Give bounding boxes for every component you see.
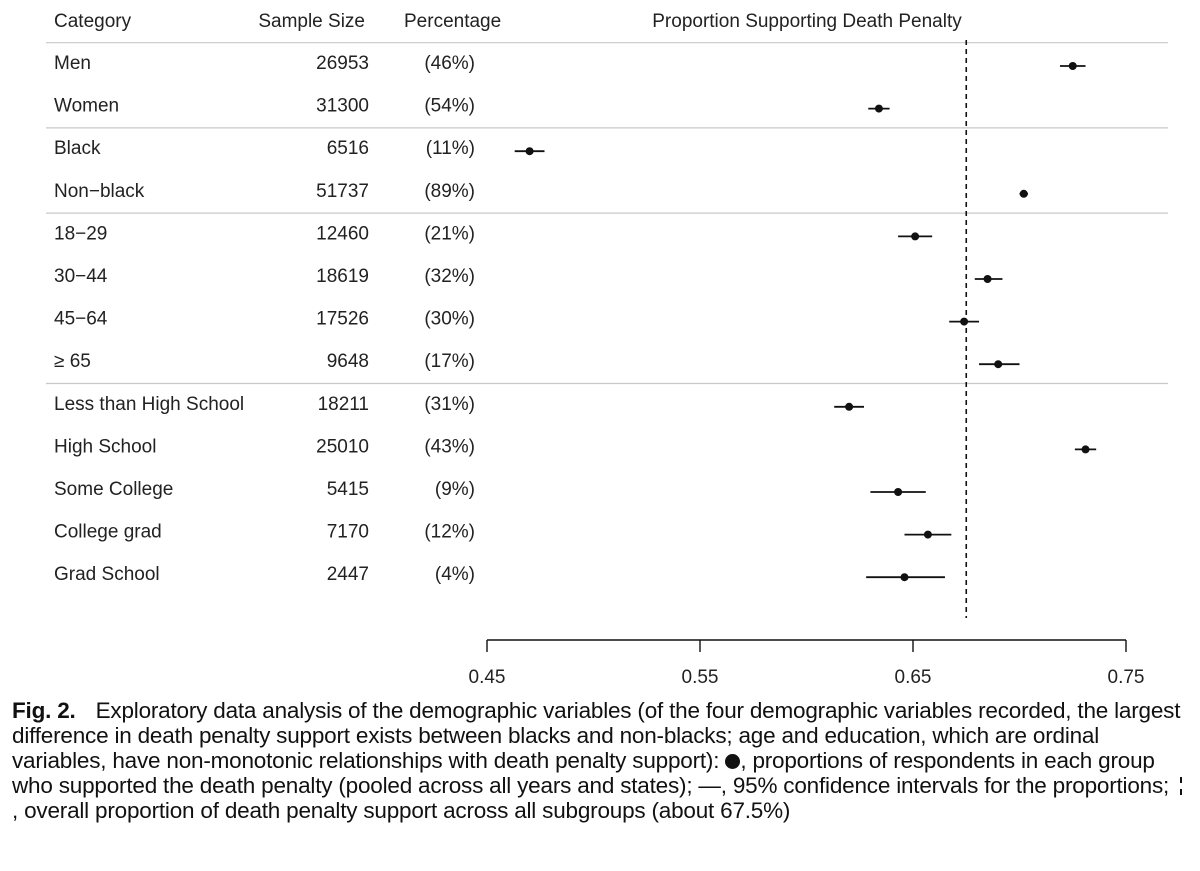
row-category-label: Men xyxy=(54,53,91,74)
point-estimate xyxy=(1068,62,1077,70)
forest-plot: Category Sample Size Percentage Proportion … xyxy=(46,11,1168,688)
row-sample-size: 31300 xyxy=(316,96,369,117)
point-estimate xyxy=(911,232,920,241)
row-percentage: (17%) xyxy=(424,351,475,372)
caption-text-3: , overall proportion of death penalty su… xyxy=(12,798,791,823)
point-estimate xyxy=(874,104,883,113)
row-sample-size: 7170 xyxy=(327,522,369,543)
point-estimate xyxy=(1081,445,1090,454)
row-percentage: (11%) xyxy=(426,138,475,159)
row-sample-size: 51737 xyxy=(316,181,369,202)
row-sample-size: 12460 xyxy=(316,223,369,244)
header-percentage: Percentage xyxy=(404,11,501,32)
row-category-label: Black xyxy=(54,138,101,159)
row-sample-size: 2447 xyxy=(327,564,369,585)
row-category-label: Non−black xyxy=(54,181,145,202)
row-percentage: (12%) xyxy=(424,522,475,543)
row-percentage: (4%) xyxy=(435,564,475,585)
row-category-label: High School xyxy=(54,436,156,457)
point-estimate xyxy=(525,147,534,156)
chart-title: Proportion Supporting Death Penalty xyxy=(652,11,962,32)
row-sample-size: 17526 xyxy=(316,309,369,330)
point-estimate xyxy=(994,360,1003,369)
x-tick-label: 0.75 xyxy=(1108,667,1145,688)
x-tick-label: 0.45 xyxy=(469,667,506,688)
header-sample-size: Sample Size xyxy=(258,11,365,32)
figure-caption: Fig. 2. Exploratory data analysis of the … xyxy=(12,698,1188,823)
row-percentage: (46%) xyxy=(424,53,475,74)
row-category-label: Grad School xyxy=(54,564,160,585)
row-sample-size: 5415 xyxy=(327,479,369,500)
point-estimate xyxy=(845,402,854,411)
point-estimate xyxy=(894,488,903,496)
row-percentage: (21%) xyxy=(424,223,475,244)
header-category: Category xyxy=(54,11,132,32)
row-sample-size: 9648 xyxy=(327,351,369,372)
row-sample-size: 25010 xyxy=(316,436,369,457)
row-percentage: (89%) xyxy=(424,181,475,202)
caption-label: Fig. 2. xyxy=(12,698,76,723)
row-category-label: Women xyxy=(54,96,119,117)
row-category-label: Some College xyxy=(54,479,173,500)
point-estimate xyxy=(983,275,992,283)
row-percentage: (43%) xyxy=(424,436,475,457)
reference-line-legend-icon xyxy=(1180,777,1183,795)
point-estimate xyxy=(1019,189,1028,198)
row-category-label: ≥ 65 xyxy=(54,351,91,372)
row-category-label: College grad xyxy=(54,522,162,543)
row-percentage: (31%) xyxy=(424,394,475,415)
point-legend-icon xyxy=(725,754,741,769)
row-sample-size: 18619 xyxy=(316,266,369,287)
x-tick-label: 0.65 xyxy=(895,667,932,688)
row-category-label: 18−29 xyxy=(54,223,107,244)
row-percentage: (30%) xyxy=(424,309,475,330)
row-percentage: (9%) xyxy=(435,479,475,500)
x-tick-label: 0.55 xyxy=(682,667,719,688)
point-estimate xyxy=(923,530,932,539)
caption-text-2: , proportions of respondents in each gro… xyxy=(12,748,1170,798)
row-category-label: Less than High School xyxy=(54,394,244,415)
row-percentage: (54%) xyxy=(424,96,475,117)
point-estimate xyxy=(900,573,909,582)
row-sample-size: 18211 xyxy=(318,394,369,415)
row-sample-size: 6516 xyxy=(327,138,369,159)
row-percentage: (32%) xyxy=(424,266,475,287)
caption-text-1: Exploratory data analysis of the demogra… xyxy=(12,698,1181,773)
row-category-label: 30−44 xyxy=(54,266,108,287)
row-category-label: 45−64 xyxy=(54,309,108,330)
row-sample-size: 26953 xyxy=(316,53,369,74)
